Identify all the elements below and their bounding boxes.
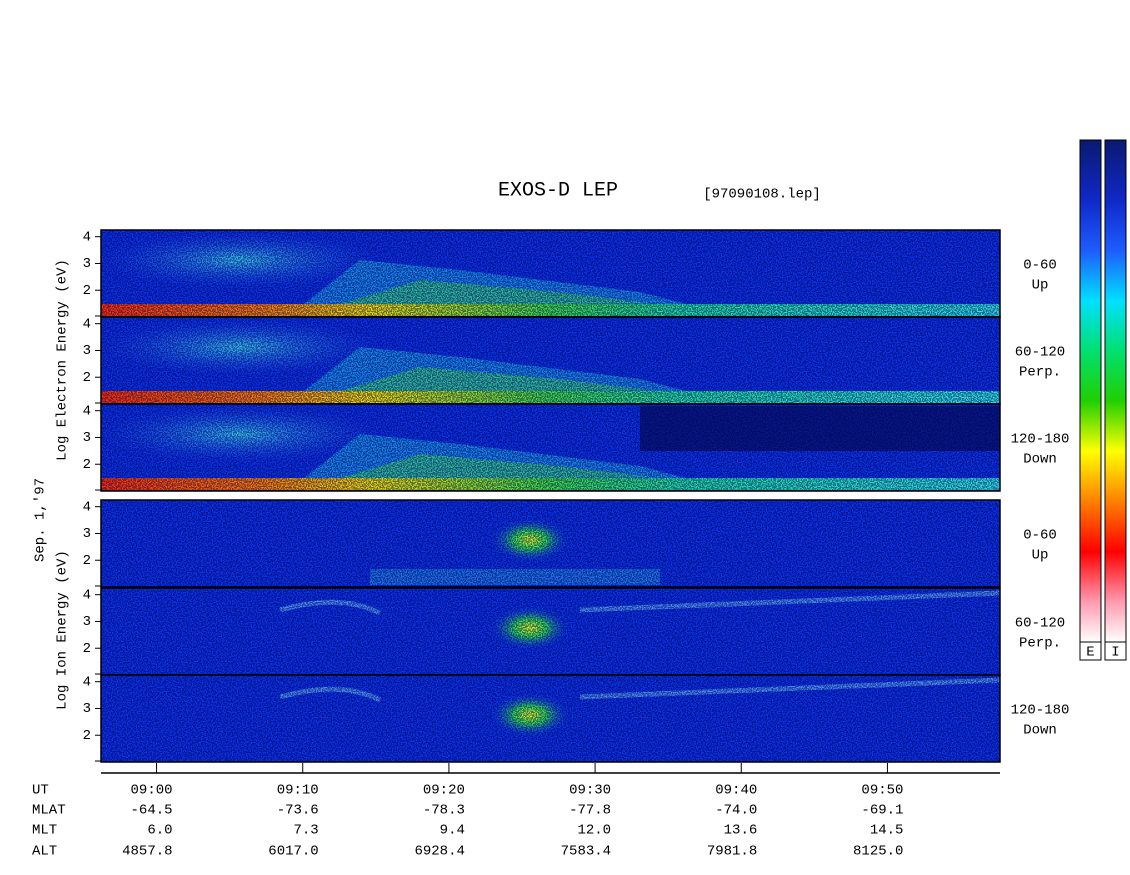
orbit-value: 7.3 — [294, 823, 319, 839]
y-tick-label: 2 — [83, 370, 91, 386]
colorbar-label: I — [1111, 645, 1119, 661]
orbit-value: -74.0 — [715, 803, 757, 819]
y-tick-label: 3 — [83, 701, 91, 717]
spectrogram-panel — [101, 675, 1001, 762]
panel-angle: 0-60 — [1023, 258, 1057, 274]
colorbar-label-box — [1104, 641, 1127, 661]
orbit-value: 4857.8 — [122, 844, 172, 860]
y-tick-label: 4 — [83, 229, 91, 245]
x-tick-label: 09:40 — [715, 783, 757, 799]
panel-direction: Up — [1032, 278, 1049, 294]
orbit-value: -64.5 — [131, 803, 173, 819]
row-label: MLT — [32, 823, 57, 839]
chart-title: EXOS-D LEP — [498, 179, 618, 202]
orbit-value: 13.6 — [724, 823, 758, 839]
panel-direction: Down — [1023, 452, 1057, 468]
row-label: UT — [32, 783, 49, 799]
y-tick-label: 3 — [83, 256, 91, 272]
panel-angle: 0-60 — [1023, 528, 1057, 544]
spectrogram-speckle — [101, 317, 1000, 404]
panel-direction: Perp. — [1019, 365, 1061, 381]
spectrogram-speckle — [101, 500, 1000, 587]
y-tick-label: 4 — [83, 499, 91, 515]
orbit-value: 7583.4 — [561, 844, 611, 860]
y-tick-label: 2 — [83, 457, 91, 473]
colorbar-label: E — [1086, 645, 1094, 661]
panel-frame — [100, 499, 1001, 588]
y-tick-label: 3 — [83, 343, 91, 359]
orbit-value: -78.3 — [423, 803, 465, 819]
y-axis-label: Log Electron Energy (eV) — [55, 259, 71, 461]
y-tick-label: 2 — [83, 728, 91, 744]
y-tick-label: 2 — [83, 553, 91, 569]
y-tick-label: 2 — [83, 283, 91, 299]
x-tick-label: 09:50 — [861, 783, 903, 799]
panel-angle: 60-120 — [1015, 345, 1065, 361]
panel-angle: 120-180 — [1011, 703, 1070, 719]
orbit-value: 7981.8 — [707, 844, 757, 860]
orbit-value: -73.6 — [277, 803, 319, 819]
orbit-value: -77.8 — [569, 803, 611, 819]
panel-direction: Up — [1032, 548, 1049, 564]
colorbar — [1079, 139, 1102, 643]
date-label: Sep. 1,'97 — [33, 478, 49, 562]
x-tick-label: 09:20 — [423, 783, 465, 799]
panel-direction: Perp. — [1019, 636, 1061, 652]
y-tick-label: 4 — [83, 316, 91, 332]
spectrogram-panel — [101, 588, 1001, 675]
y-tick-label: 2 — [83, 641, 91, 657]
spectrogram-speckle — [101, 675, 1000, 762]
panel-angle: 60-120 — [1015, 616, 1065, 632]
x-tick-label: 09:00 — [131, 783, 173, 799]
spectrogram-speckle — [101, 404, 1000, 491]
y-tick-label: 4 — [83, 403, 91, 419]
orbit-value: 6.0 — [147, 823, 172, 839]
panel-angle: 120-180 — [1011, 432, 1070, 448]
orbit-value: 12.0 — [577, 823, 611, 839]
y-tick-label: 3 — [83, 614, 91, 630]
y-tick-label: 4 — [83, 674, 91, 690]
orbit-value: 9.4 — [440, 823, 465, 839]
orbit-value: -69.1 — [861, 803, 903, 819]
orbit-value: 8125.0 — [853, 844, 903, 860]
spectrogram-panel — [100, 317, 1000, 404]
colorbar-label-box — [1079, 641, 1102, 661]
x-tick-label: 09:30 — [569, 783, 611, 799]
y-tick-label: 4 — [83, 587, 91, 603]
x-tick-label: 09:10 — [277, 783, 319, 799]
spectrogram-speckle — [101, 588, 1000, 675]
row-label: ALT — [32, 844, 57, 860]
y-tick-label: 3 — [83, 430, 91, 446]
spectrogram-speckle — [101, 230, 1000, 317]
colorbars: E I — [1079, 139, 1127, 661]
panel-direction: Down — [1023, 723, 1057, 739]
orbit-value: 6928.4 — [414, 844, 464, 860]
row-label: MLAT — [32, 803, 66, 819]
spectrogram-panel — [100, 404, 1000, 491]
spectrogram-panel — [101, 500, 1000, 587]
colorbar — [1104, 139, 1127, 643]
panel-frame — [100, 403, 1001, 492]
y-tick-label: 3 — [83, 526, 91, 542]
orbit-value: 6017.0 — [268, 844, 318, 860]
spectrogram-panel — [100, 230, 1000, 317]
subtitle: [97090108.lep] — [703, 187, 821, 203]
orbit-value: 14.5 — [870, 823, 904, 839]
panel-frame — [100, 674, 1001, 763]
y-axis-label: Log Ion Energy (eV) — [55, 550, 71, 710]
